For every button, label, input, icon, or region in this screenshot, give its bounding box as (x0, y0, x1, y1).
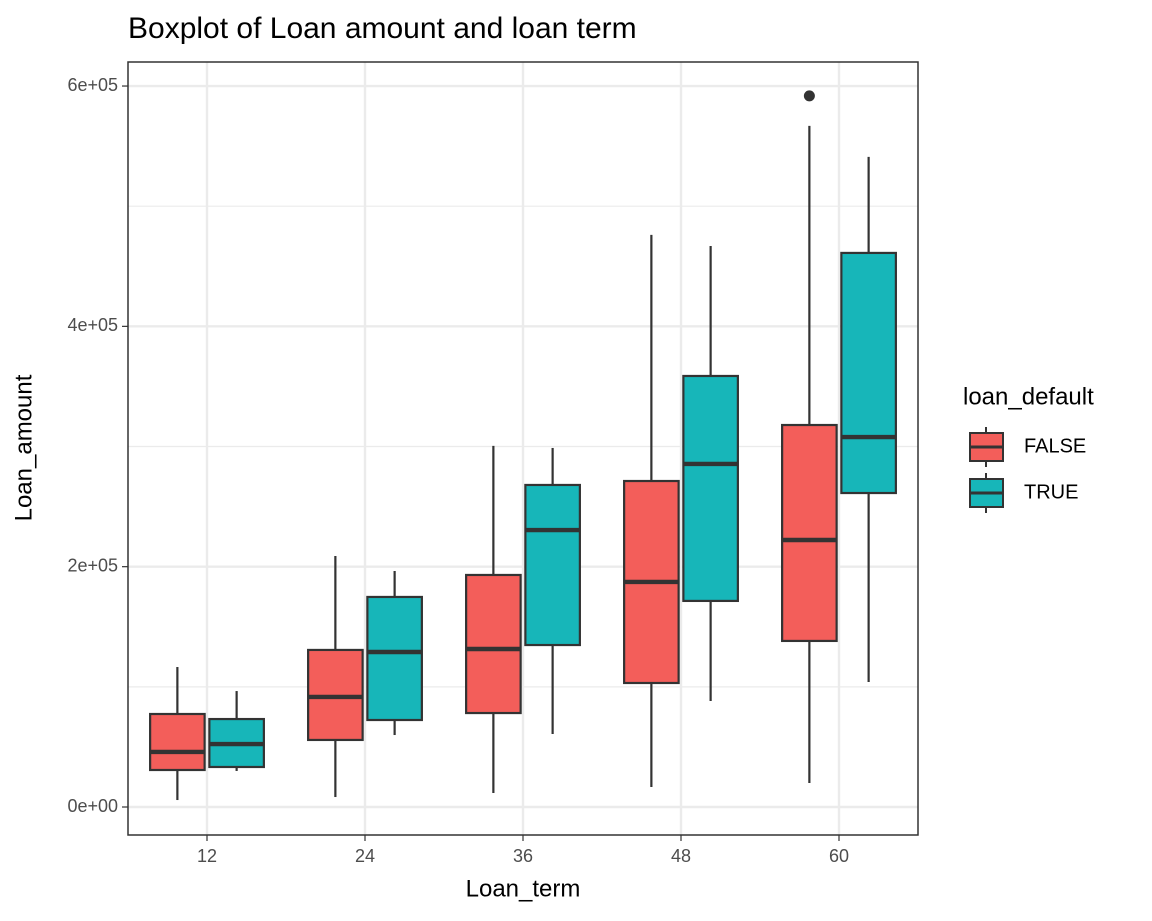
x-tick-label: 48 (671, 846, 691, 866)
y-tick-label: 6e+05 (67, 75, 118, 95)
x-tick-label: 12 (197, 846, 217, 866)
x-axis-title: Loan_term (466, 875, 581, 902)
box (465, 573, 522, 715)
outlier (803, 90, 815, 102)
x-tick-label: 24 (355, 846, 375, 866)
legend-label: TRUE (1024, 481, 1078, 503)
panel-border (127, 61, 919, 836)
y-tick-label: 2e+05 (67, 555, 118, 575)
legend-label: FALSE (1024, 435, 1086, 457)
legend-title: loan_default (963, 383, 1094, 410)
box (149, 712, 206, 772)
box (682, 374, 739, 603)
chart-title: Boxplot of Loan amount and loan term (128, 12, 637, 45)
box (840, 251, 897, 495)
box (781, 423, 838, 643)
x-tick-label: 60 (829, 846, 849, 866)
y-axis-title: Loan_amount (10, 374, 37, 521)
x-tick-label: 36 (513, 846, 533, 866)
y-tick-label: 4e+05 (67, 315, 118, 335)
y-tick-label: 0e+00 (67, 796, 118, 816)
box (366, 595, 423, 722)
box (524, 483, 581, 647)
